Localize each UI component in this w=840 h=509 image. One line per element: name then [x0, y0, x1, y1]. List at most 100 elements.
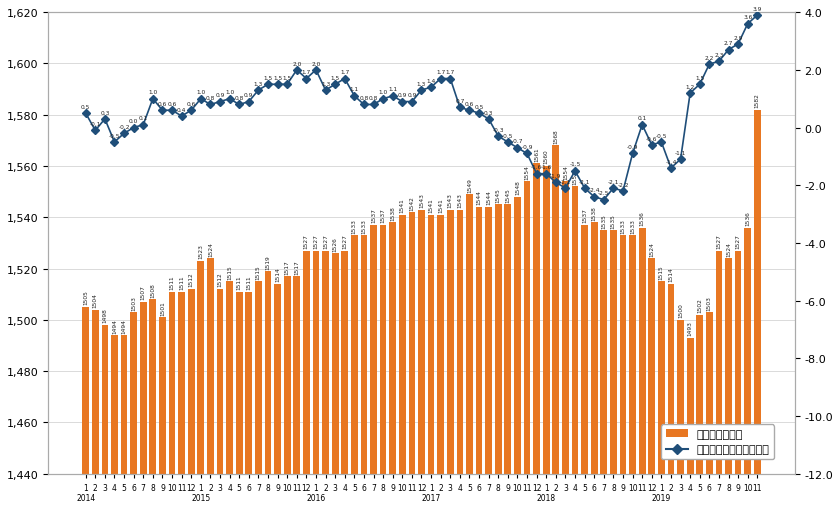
- Bar: [226, 282, 233, 509]
- Bar: [274, 285, 281, 509]
- Bar: [638, 228, 645, 509]
- Text: 1548: 1548: [515, 180, 520, 195]
- Bar: [581, 225, 588, 509]
- Text: -1.9: -1.9: [550, 174, 561, 179]
- Bar: [197, 261, 204, 509]
- Text: 1543: 1543: [448, 193, 453, 208]
- Text: 3.6: 3.6: [743, 15, 753, 20]
- Bar: [514, 197, 521, 509]
- Bar: [312, 251, 319, 509]
- Text: 1.4: 1.4: [427, 79, 436, 83]
- Bar: [696, 315, 703, 509]
- Text: 1517: 1517: [294, 260, 299, 274]
- Text: 1.7: 1.7: [302, 70, 311, 75]
- Text: 1568: 1568: [554, 129, 559, 144]
- Text: -2.2: -2.2: [617, 182, 628, 187]
- Bar: [447, 210, 454, 509]
- Text: 0.9: 0.9: [407, 93, 417, 98]
- Text: 1560: 1560: [543, 149, 549, 164]
- Text: 1.7: 1.7: [436, 70, 445, 75]
- Text: 2.2: 2.2: [705, 55, 714, 61]
- Text: 0.5: 0.5: [81, 104, 91, 109]
- Text: 1533: 1533: [361, 218, 366, 233]
- Text: 0.8: 0.8: [206, 96, 215, 101]
- Bar: [92, 310, 98, 509]
- Text: 1544: 1544: [476, 190, 481, 205]
- Text: 1494: 1494: [112, 318, 117, 333]
- Bar: [188, 290, 195, 509]
- Bar: [744, 228, 751, 509]
- Bar: [408, 213, 415, 509]
- Text: 1505: 1505: [83, 290, 88, 305]
- Text: 1512: 1512: [189, 272, 194, 287]
- Text: 0.3: 0.3: [100, 110, 109, 116]
- Text: 1537: 1537: [371, 208, 376, 223]
- Text: 1535: 1535: [601, 213, 606, 228]
- Text: -1.6: -1.6: [541, 165, 552, 170]
- Text: 1535: 1535: [611, 213, 616, 228]
- Bar: [591, 223, 597, 509]
- Text: 1538: 1538: [391, 206, 395, 220]
- Text: -0.9: -0.9: [627, 145, 638, 150]
- Text: 1.0: 1.0: [379, 90, 388, 95]
- Text: 1537: 1537: [381, 208, 386, 223]
- Text: 1541: 1541: [438, 198, 444, 213]
- Text: 0.5: 0.5: [475, 104, 484, 109]
- Bar: [178, 292, 185, 509]
- Bar: [610, 231, 617, 509]
- Text: 1549: 1549: [467, 178, 472, 192]
- Text: 1519: 1519: [265, 254, 270, 269]
- Bar: [284, 277, 291, 509]
- Text: 0.7: 0.7: [455, 99, 465, 104]
- Text: 1.5: 1.5: [696, 76, 705, 81]
- Text: 1.5: 1.5: [330, 76, 339, 81]
- Text: 1543: 1543: [419, 193, 424, 208]
- Text: 1537: 1537: [582, 208, 587, 223]
- Text: 1.3: 1.3: [254, 81, 263, 87]
- Text: 1511: 1511: [170, 275, 175, 290]
- Text: 0.1: 0.1: [638, 116, 647, 121]
- Bar: [523, 182, 530, 509]
- Text: 1533: 1533: [621, 218, 626, 233]
- Text: 1541: 1541: [400, 198, 405, 213]
- Text: 1538: 1538: [591, 206, 596, 220]
- Text: 1542: 1542: [409, 195, 414, 210]
- Bar: [111, 335, 118, 509]
- Bar: [418, 210, 425, 509]
- Legend: 平均時給（円）, 前年同月比増減率（％）: 平均時給（円）, 前年同月比増減率（％）: [661, 425, 774, 459]
- Text: -0.7: -0.7: [512, 139, 523, 144]
- Text: 0.3: 0.3: [484, 110, 493, 116]
- Text: 1.7: 1.7: [446, 70, 455, 75]
- Text: 2.0: 2.0: [292, 62, 302, 66]
- Text: 1.0: 1.0: [197, 90, 206, 95]
- Text: 0.8: 0.8: [234, 96, 244, 101]
- Text: 0.6: 0.6: [465, 102, 474, 107]
- Text: 0.0: 0.0: [129, 119, 139, 124]
- Text: 1527: 1527: [323, 234, 328, 248]
- Text: 1508: 1508: [150, 282, 155, 297]
- Text: 1.5: 1.5: [264, 76, 273, 81]
- Text: 1515: 1515: [659, 265, 664, 279]
- Bar: [533, 164, 540, 509]
- Text: 1.1: 1.1: [388, 88, 397, 92]
- Bar: [130, 313, 137, 509]
- Text: -2.1: -2.1: [559, 180, 571, 184]
- Bar: [553, 146, 559, 509]
- Text: 2.0: 2.0: [312, 62, 321, 66]
- Text: 1524: 1524: [208, 241, 213, 256]
- Bar: [217, 290, 223, 509]
- Text: 1543: 1543: [457, 193, 462, 208]
- Text: 1524: 1524: [649, 241, 654, 256]
- Bar: [82, 307, 89, 509]
- Text: 1554: 1554: [524, 164, 529, 180]
- Text: 1502: 1502: [697, 298, 702, 313]
- Text: 1.3: 1.3: [321, 81, 330, 87]
- Text: -1.6: -1.6: [531, 165, 543, 170]
- Text: -1.5: -1.5: [570, 162, 580, 167]
- Bar: [303, 251, 310, 509]
- Text: 1527: 1527: [304, 234, 309, 248]
- Text: 0.9: 0.9: [244, 93, 254, 98]
- Text: -2.1: -2.1: [579, 180, 591, 184]
- Bar: [255, 282, 262, 509]
- Text: 1494: 1494: [122, 318, 127, 333]
